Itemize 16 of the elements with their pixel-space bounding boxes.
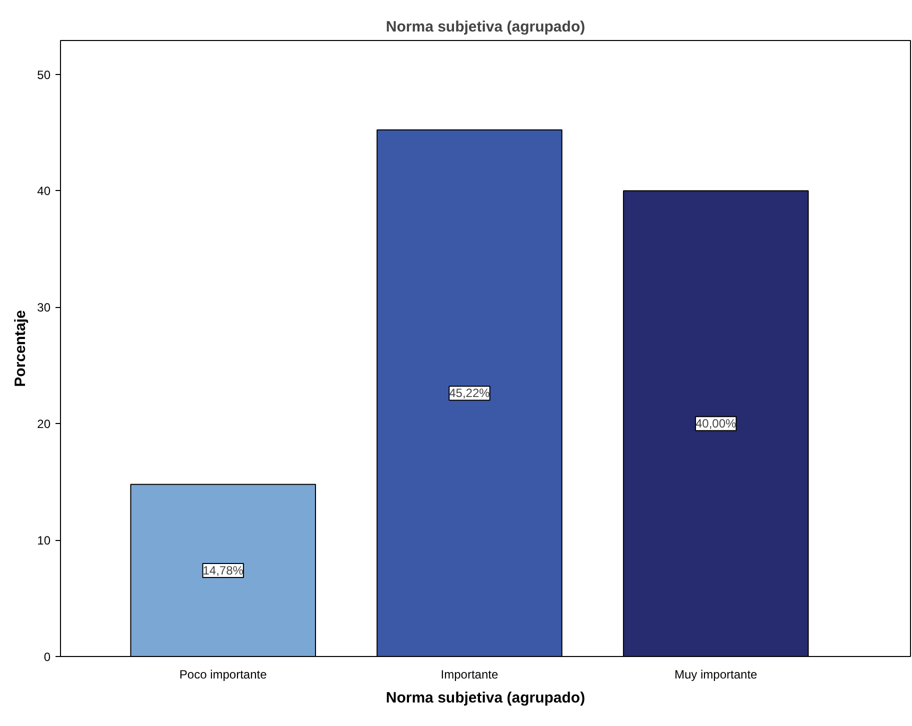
y-tick-label: 40: [37, 184, 51, 198]
bar: [622, 190, 809, 656]
y-tick-label: 10: [37, 534, 51, 548]
y-tick-label: 20: [37, 417, 51, 432]
x-tick-label: Importante: [440, 668, 498, 682]
data-label: 14,78%: [202, 563, 244, 578]
bar: [376, 129, 562, 656]
y-tick-label: 50: [37, 68, 51, 82]
chart-title: Norma subjetiva (agrupado): [386, 18, 586, 36]
x-tick-label: Poco importante: [179, 668, 268, 682]
y-tick-label: 30: [37, 300, 51, 315]
y-tick-label: 0: [44, 650, 51, 664]
y-axis-title: Porcentaje: [12, 310, 30, 387]
bar: [130, 484, 316, 656]
x-axis-title: Norma subjetiva (agrupado): [386, 690, 586, 706]
x-tick-label: Muy importante: [674, 668, 758, 682]
